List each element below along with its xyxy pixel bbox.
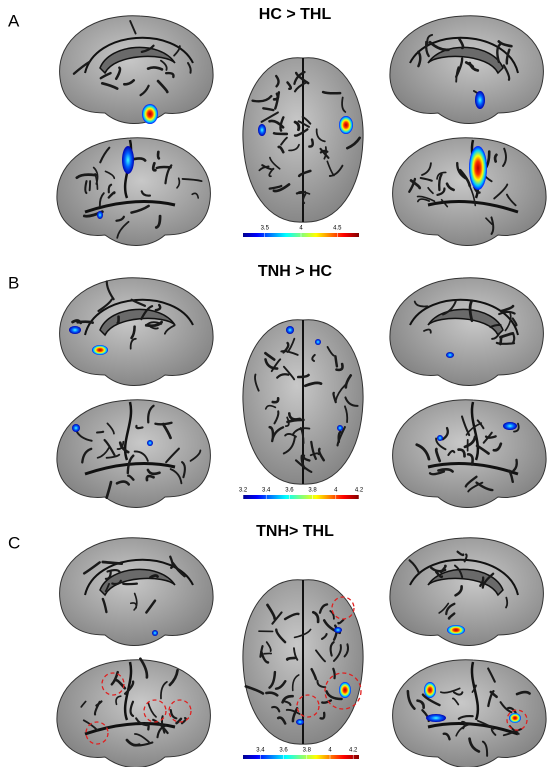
sulcus [85,181,86,193]
panel-title: TNH> THL [256,523,334,540]
medial-brain [60,16,214,124]
medial-brain [390,16,544,124]
activation [92,345,108,355]
activation [315,339,321,345]
brain-surface [57,138,211,246]
brain-surface [393,138,547,246]
sulcus [495,155,496,162]
activation [296,719,304,725]
sulcus [158,152,159,158]
axial-brain [243,320,363,484]
colorbar-tick-label: 3.8 [303,748,312,754]
lateral-brain [393,400,547,508]
lateral-brain [393,138,547,246]
activation [475,91,485,109]
brain-surface [57,400,211,508]
colorbar-tick-label: 4 [328,748,332,754]
sulcus [97,432,103,433]
axial-brain [243,58,363,222]
activation [509,713,521,723]
panel-label: B [8,273,19,292]
panel-title: TNH > HC [258,263,333,280]
activation [339,682,351,698]
sulcus [335,356,336,366]
activation [69,326,81,334]
medial-brain [390,278,544,386]
sulcus [513,335,514,343]
activation [469,146,487,190]
sulcus [497,343,514,344]
activation [334,627,342,633]
axial-brain [243,580,363,744]
activation [147,440,153,446]
lateral-brain [393,660,547,767]
sulcus [157,167,171,168]
lateral-brain [57,138,211,246]
sulcus [103,562,122,564]
sulcus [78,322,93,323]
colorbar-tick-label: 4 [299,226,303,232]
colorbar-tick-label: 3.5 [261,226,270,232]
colorbar-tick-label: 4.2 [355,488,364,494]
sulcus [90,181,91,190]
colorbar-tick-label: 3.2 [239,488,248,494]
medial-brain [60,538,214,646]
activation [286,326,294,334]
medial-brain [60,278,214,386]
panel-label: A [8,11,20,30]
brain-surface [60,538,214,646]
brain-surface [57,660,211,767]
panel-label: C [8,533,20,552]
activation [142,104,158,124]
activation [339,116,353,134]
brain-surface [393,660,547,767]
activation [97,211,103,219]
brain-surface [390,16,544,124]
activation [258,124,266,136]
activation [437,435,443,441]
activation [337,425,343,431]
colorbar-tick-label: 3.8 [308,488,317,494]
lateral-brain [57,400,211,508]
activation [72,424,80,432]
sulcus [150,576,157,578]
colorbar-tick-label: 3.4 [256,748,265,754]
activation [426,714,446,722]
activation [424,682,436,698]
colorbar-tick-label: 4.2 [349,748,358,754]
activation [122,146,134,174]
brain-surface [60,278,214,386]
lateral-brain [57,659,211,767]
activation [503,422,517,430]
panel-title: HC > THL [259,6,332,23]
brain-surface [390,278,544,386]
medial-brain [390,538,544,646]
sulcus [287,658,295,660]
sulcus [323,92,340,93]
colorbar-tick-label: 3.4 [262,488,271,494]
colorbar-tick-label: 4.5 [333,226,342,232]
sulcus [118,317,119,323]
activation [152,630,158,636]
colorbar-tick-label: 3.6 [285,488,294,494]
activation [446,352,454,358]
colorbar-tick-label: 4 [334,488,338,494]
colorbar [243,495,359,499]
sulcus [274,133,287,134]
activation [447,625,465,635]
colorbar-tick-label: 3.6 [279,748,288,754]
